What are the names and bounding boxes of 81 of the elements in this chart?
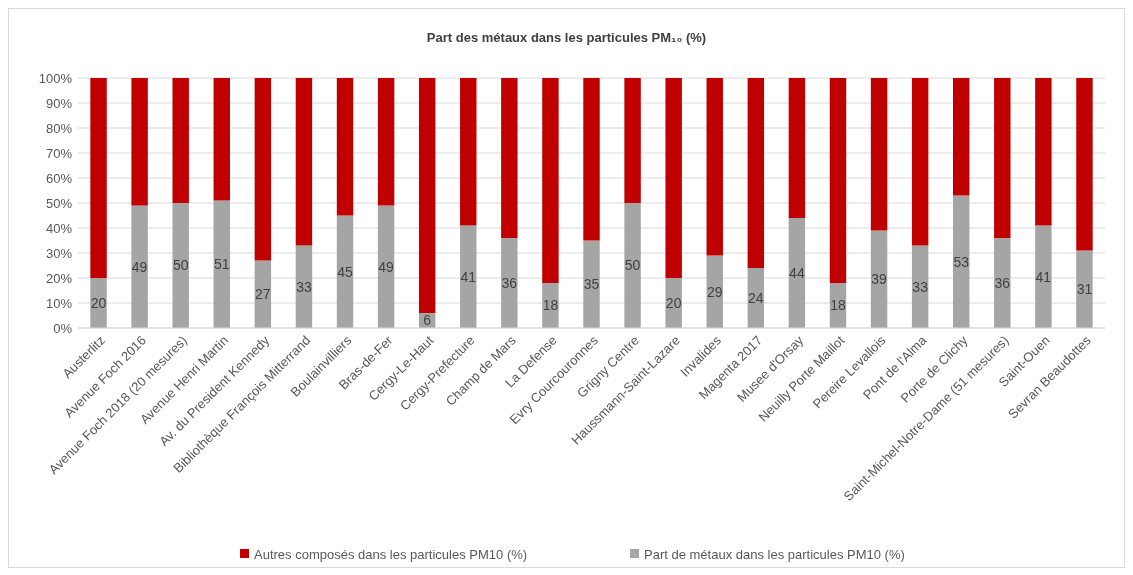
data-label: 31 — [1076, 281, 1093, 298]
bar — [336, 78, 354, 216]
bar — [377, 205, 395, 328]
bar — [829, 78, 847, 283]
bar — [1035, 225, 1052, 328]
data-label: 41 — [460, 268, 477, 285]
bar — [213, 78, 230, 201]
bar — [994, 78, 1011, 238]
data-label: 49 — [131, 258, 148, 275]
data-label: 39 — [871, 271, 888, 288]
bar — [172, 78, 189, 203]
bar — [1076, 78, 1093, 251]
data-label: 49 — [378, 258, 395, 275]
bar — [994, 238, 1011, 328]
bar — [788, 78, 806, 218]
bar — [911, 78, 929, 246]
data-label: 36 — [501, 274, 518, 291]
data-label: 24 — [748, 289, 764, 306]
data-label: 29 — [706, 283, 723, 300]
chart-title: Part des métaux dans les particules PM₁₀ (%) — [426, 30, 707, 45]
bar — [870, 78, 888, 231]
legend-label: Autres composés dans les particules PM10 (%) — [254, 546, 528, 562]
data-label: 36 — [994, 274, 1011, 291]
data-label: 44 — [789, 264, 805, 281]
data-label: 51 — [213, 256, 230, 273]
y-tick-label: 70% — [45, 145, 73, 161]
bar — [542, 78, 559, 283]
bar — [583, 240, 600, 328]
bar — [90, 278, 107, 328]
bar — [418, 78, 436, 313]
bar — [542, 283, 559, 328]
bar — [665, 278, 682, 328]
data-label: 53 — [953, 253, 970, 270]
data-label: 6 — [423, 312, 432, 329]
bar — [295, 78, 313, 246]
bar — [665, 78, 682, 278]
data-label: 33 — [912, 278, 929, 295]
bar — [624, 203, 641, 328]
y-tick-label: 20% — [45, 270, 73, 286]
data-label: 18 — [542, 297, 559, 314]
y-tick-label: 0% — [53, 320, 73, 336]
y-tick-label: 80% — [45, 120, 73, 136]
bar — [172, 203, 189, 328]
y-tick-label: 10% — [45, 295, 73, 311]
bar — [377, 78, 395, 206]
data-label: 50 — [624, 257, 641, 274]
y-tick-label: 50% — [45, 195, 73, 211]
bar — [131, 205, 148, 328]
bar — [336, 215, 354, 328]
bar — [460, 225, 477, 328]
bar — [501, 238, 518, 328]
y-tick-label: 100% — [38, 70, 73, 86]
y-tick-label: 60% — [45, 170, 73, 186]
bar — [131, 78, 148, 206]
data-label: 50 — [172, 257, 189, 274]
data-label: 45 — [337, 263, 354, 280]
bar — [1035, 78, 1052, 226]
y-tick-label: 30% — [45, 245, 73, 261]
bar — [213, 200, 230, 328]
data-label: 18 — [830, 297, 846, 314]
bar — [501, 78, 518, 238]
y-tick-label: 40% — [45, 220, 73, 236]
bar — [583, 78, 600, 241]
bar — [460, 78, 477, 226]
bar — [90, 78, 107, 278]
bar — [747, 78, 765, 268]
data-label: 33 — [296, 278, 312, 295]
bar — [706, 78, 723, 256]
bar — [953, 78, 970, 196]
bar — [1076, 250, 1093, 328]
y-tick-label: 90% — [45, 95, 73, 111]
data-label: 41 — [1035, 268, 1052, 285]
bar — [953, 195, 970, 328]
data-label: 35 — [583, 276, 600, 293]
data-label: 20 — [90, 294, 107, 311]
data-label: 20 — [665, 294, 682, 311]
bar — [788, 218, 806, 328]
bar — [624, 78, 641, 203]
legend-label: Part de métaux dans les particules PM10 (%) — [644, 546, 905, 562]
bar — [254, 78, 272, 261]
data-label: 27 — [255, 286, 271, 303]
